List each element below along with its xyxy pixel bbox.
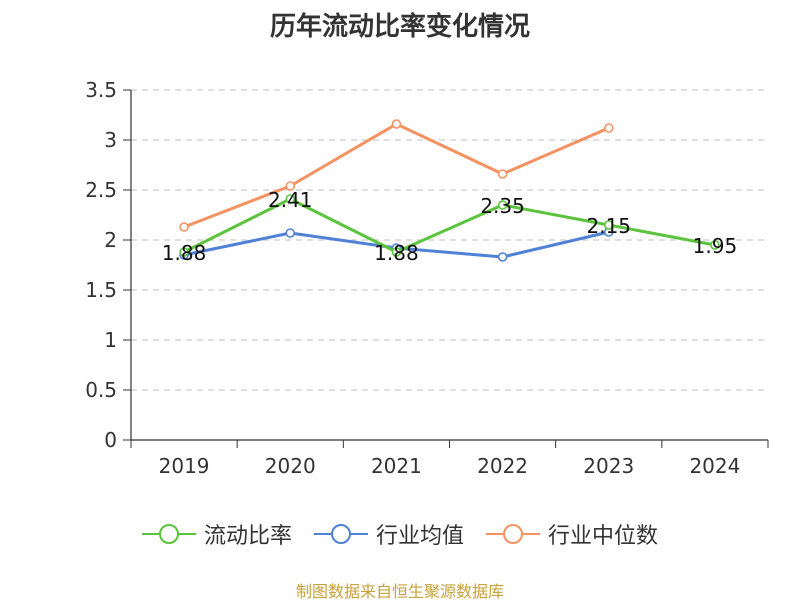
x-tick-label: 2021 xyxy=(371,454,422,478)
legend-label-industry-median: 行业中位数 xyxy=(548,524,659,549)
source-note: 制图数据来自恒生聚源数据库 xyxy=(295,582,504,601)
series-line xyxy=(183,197,716,254)
legend-swatch-industry-median xyxy=(486,524,540,544)
y-tick-label: 0.5 xyxy=(85,378,117,402)
data-point xyxy=(497,169,508,179)
data-point xyxy=(179,222,189,232)
x-tick-label: 2020 xyxy=(265,454,316,478)
data-point xyxy=(603,123,614,133)
data-point xyxy=(179,247,189,257)
data-label: 1.88 xyxy=(374,241,419,265)
data-point xyxy=(285,181,296,191)
y-tick-label: 1.5 xyxy=(85,278,117,302)
legend-swatch-current-ratio xyxy=(141,524,196,544)
data-point xyxy=(285,228,296,238)
data-point xyxy=(710,240,720,250)
y-tick-label: 3.5 xyxy=(85,78,117,102)
chart-title: 历年流动比率变化情况 xyxy=(269,12,530,42)
y-tick-label: 2 xyxy=(104,228,117,252)
data-label: 2.41 xyxy=(268,188,313,212)
x-tick-label: 2019 xyxy=(159,454,210,478)
data-point xyxy=(497,200,508,210)
legend-item-current-ratio[interactable]: 流动比率 xyxy=(141,518,292,550)
data-label: 2.35 xyxy=(480,194,525,218)
data-point xyxy=(497,252,508,262)
legend-item-industry-median[interactable]: 行业中位数 xyxy=(486,518,658,550)
data-label: 2.15 xyxy=(586,214,631,238)
legend-label-industry-mean: 行业均值 xyxy=(375,524,464,549)
legend: 流动比率 行业均值 行业中位数 xyxy=(0,518,800,550)
y-tick-label: 3 xyxy=(104,128,117,152)
legend-swatch-industry-mean xyxy=(313,524,368,544)
data-point xyxy=(391,247,402,257)
data-label: 1.88 xyxy=(162,241,207,265)
x-tick-label: 2023 xyxy=(583,454,634,478)
data-point xyxy=(603,220,614,230)
data-point xyxy=(285,194,296,204)
y-tick-label: 0 xyxy=(104,428,117,452)
x-tick-label: 2022 xyxy=(477,454,528,478)
x-tick-label: 2024 xyxy=(689,454,740,478)
y-tick-label: 1 xyxy=(104,328,117,352)
legend-item-industry-mean[interactable]: 行业均值 xyxy=(313,518,464,550)
y-tick-label: 2.5 xyxy=(85,178,117,202)
legend-label-current-ratio: 流动比率 xyxy=(203,524,292,549)
data-point xyxy=(391,119,402,129)
data-label: 1.95 xyxy=(693,234,738,258)
